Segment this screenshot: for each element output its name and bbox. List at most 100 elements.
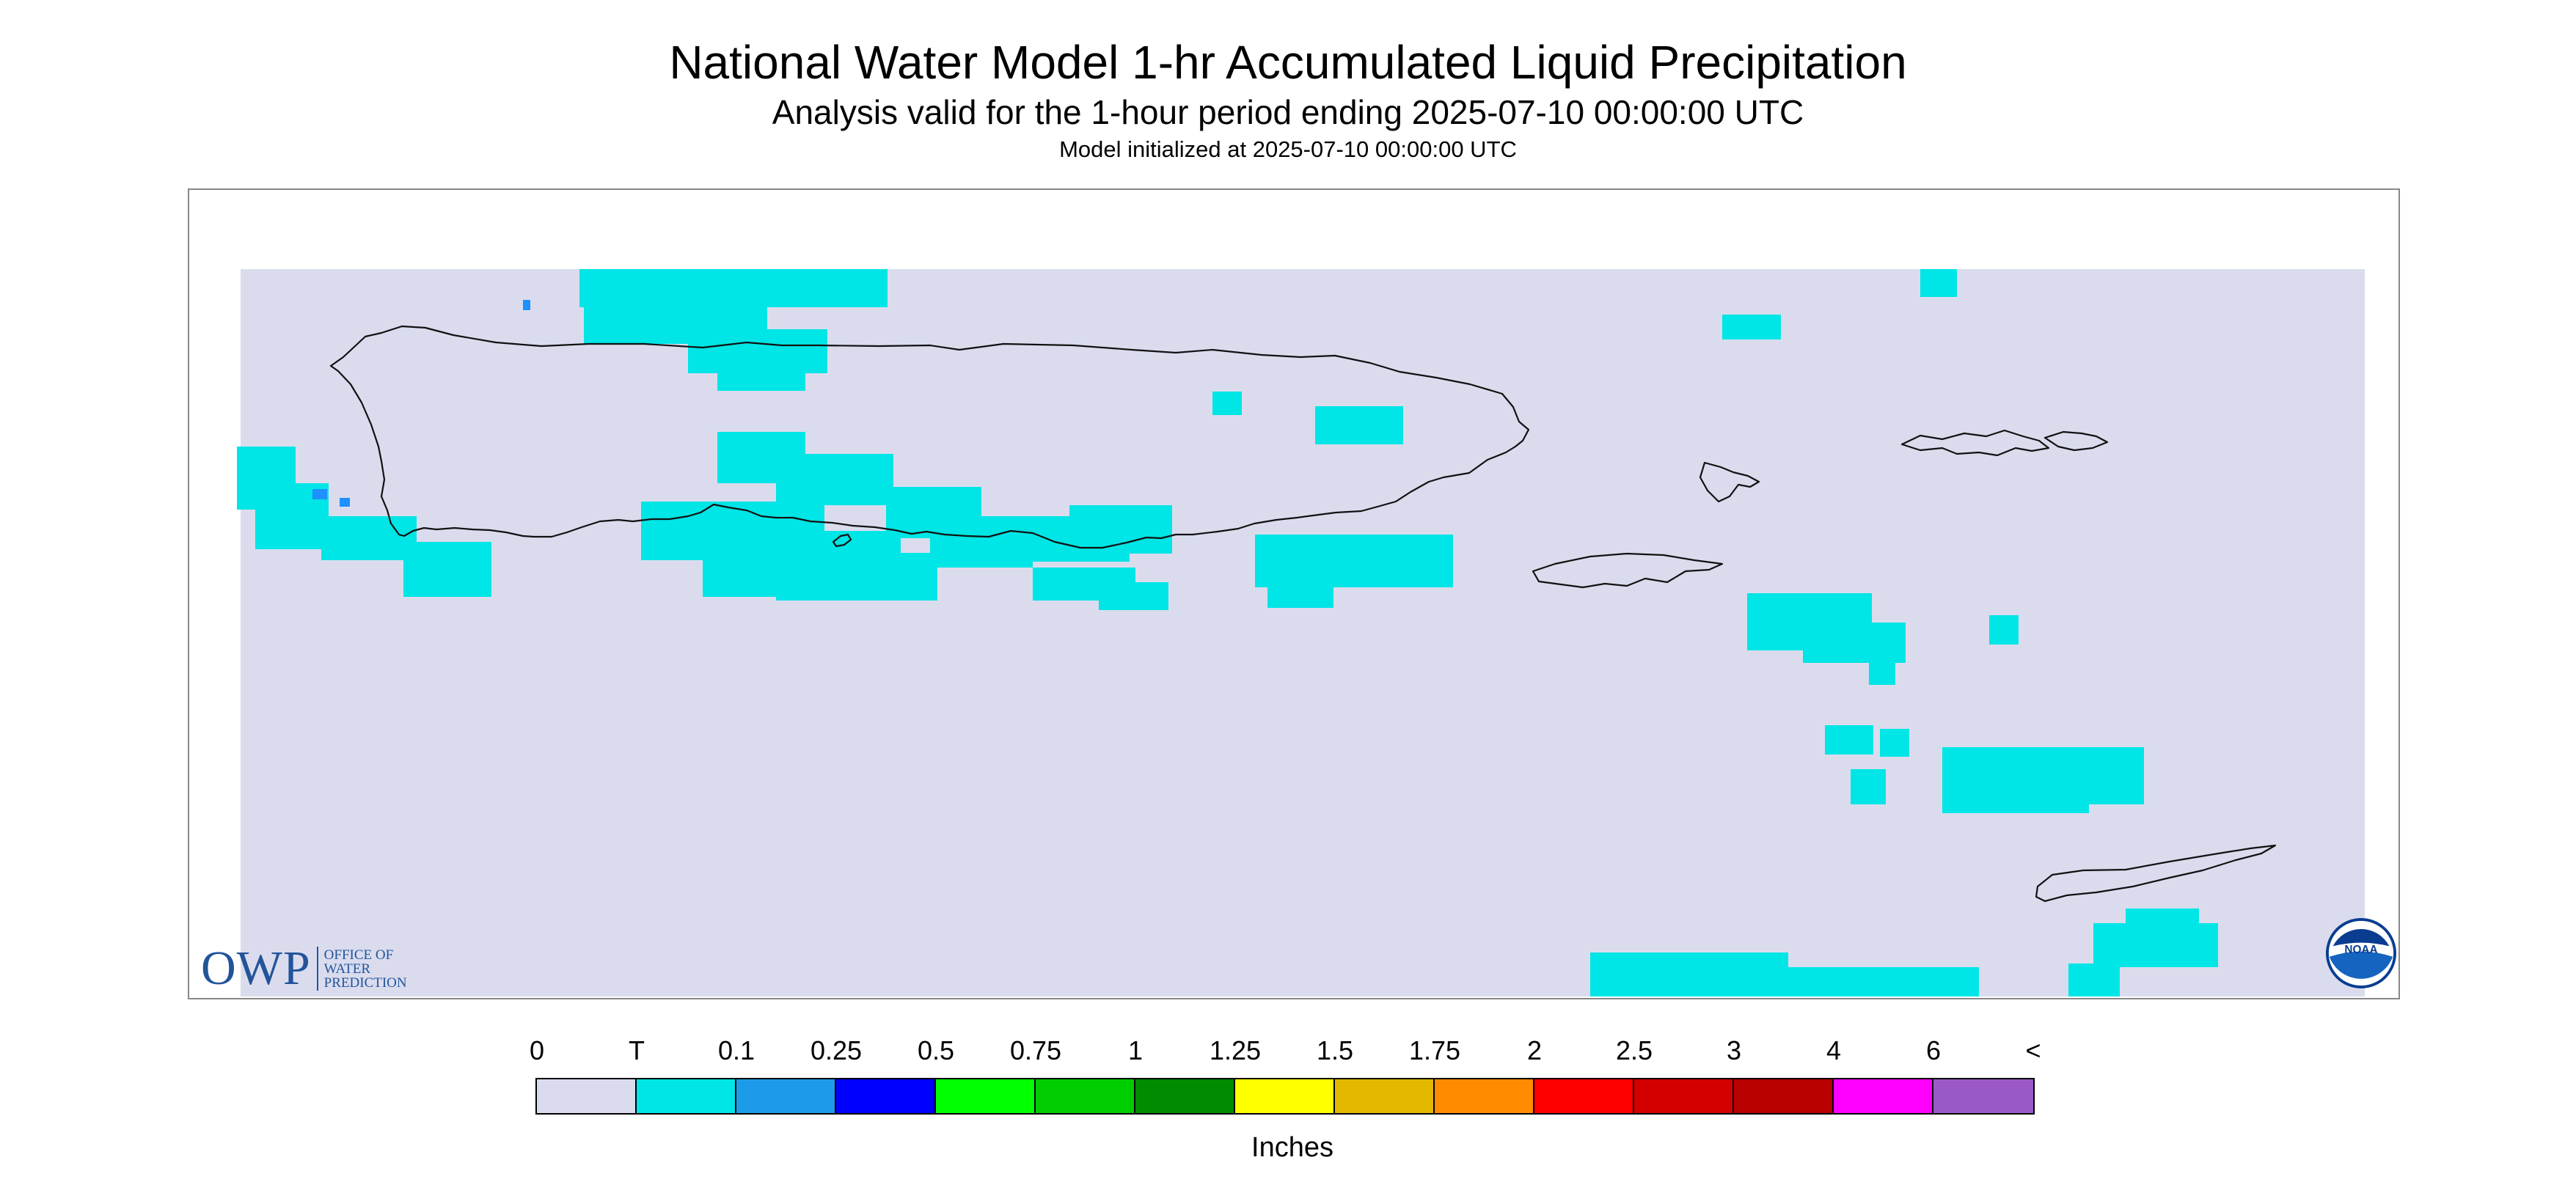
- legend-swatch-14: [1834, 1079, 1933, 1113]
- legend-tick-label: 1.75: [1408, 1035, 1461, 1065]
- colorbar: [535, 1078, 2035, 1115]
- coastline-st-john: [2043, 430, 2109, 452]
- precip-cell: [321, 516, 417, 560]
- legend-swatch-10: [1435, 1079, 1534, 1113]
- legend-swatch-15: [1933, 1079, 2033, 1113]
- precip-cell: [717, 359, 805, 391]
- precip-cell: [1069, 505, 1172, 554]
- legend-swatch-3: [736, 1079, 836, 1113]
- precip-area-15: [1989, 615, 2019, 645]
- precip-area-21: [2093, 908, 2218, 967]
- precip-cell: [312, 489, 327, 499]
- domain-area: [241, 269, 2365, 996]
- coastline-mona-island: [832, 533, 852, 548]
- precip-area-2: [1920, 269, 1957, 297]
- precip-cell: [776, 454, 893, 505]
- precip-cell: [2126, 908, 2199, 945]
- precip-area-9: [641, 502, 937, 601]
- precip-area-8: [321, 516, 491, 597]
- coastline-st-croix: [2035, 844, 2277, 903]
- legend-swatch-12: [1634, 1079, 1734, 1113]
- precip-area-4: [1212, 392, 1242, 415]
- precip-cell: [403, 542, 491, 597]
- legend-swatch-9: [1335, 1079, 1435, 1113]
- coastline-st-thomas: [1900, 429, 2050, 457]
- legend-swatch-6: [1036, 1079, 1135, 1113]
- precipitation-layer: [237, 269, 2218, 996]
- precip-area-1: [579, 269, 888, 391]
- precip-cell: [340, 498, 350, 507]
- legend-tick-label: 2: [1526, 1035, 1543, 1065]
- precip-cell: [1989, 615, 2019, 645]
- precip-cell: [1825, 725, 1873, 755]
- legend-tick-label: 1.5: [1316, 1035, 1354, 1065]
- precip-cell: [1810, 967, 1979, 996]
- legend-swatch-2: [637, 1079, 736, 1113]
- precip-area-18: [1851, 769, 1886, 804]
- legend-swatch-5: [936, 1079, 1036, 1113]
- precip-area-5: [1315, 406, 1403, 444]
- legend-tick-label: 0.5: [917, 1035, 955, 1065]
- coastline-vieques: [1532, 552, 1724, 589]
- legend-tick-label: 3: [1726, 1035, 1742, 1065]
- precip-cell: [1869, 652, 1895, 685]
- owp-logo-mark: OWP: [201, 944, 318, 993]
- legend: 0 T 0.1 0.25 0.5 0.75 1 1.25 1.5 1.75 2 2.5 3 4 6 < Inc…: [530, 1035, 2049, 1163]
- precipitation-map: [237, 269, 2365, 996]
- legend-swatch-7: [1135, 1079, 1235, 1113]
- legend-tick-label: 1.25: [1209, 1035, 1262, 1065]
- legend-swatch-4: [836, 1079, 936, 1113]
- legend-tick-label: 1: [1127, 1035, 1144, 1065]
- precip-cell: [1920, 269, 1957, 297]
- precip-area-14: [1747, 593, 1906, 685]
- legend-tick-label: 2.5: [1615, 1035, 1653, 1065]
- precip-area-6: [717, 432, 893, 505]
- owp-logo: OWP Office of Water Prediction: [201, 944, 434, 993]
- map-subtitle: Analysis valid for the 1-hour period end…: [772, 93, 1804, 131]
- precip-cell: [1212, 392, 1242, 415]
- precip-cell: [1722, 315, 1781, 339]
- precip-cell: [776, 553, 937, 601]
- legend-swatch-13: [1734, 1079, 1834, 1113]
- legend-tick-label: 4: [1826, 1035, 1842, 1065]
- precip-area-13: [1255, 535, 1453, 608]
- map-title: National Water Model 1-hr Accumulated Li…: [669, 36, 1907, 89]
- precip-area-16: [1825, 725, 1909, 757]
- legend-tick-label: 0.1: [717, 1035, 755, 1065]
- precip-area-20: [1810, 967, 1979, 996]
- legend-units: Inches: [1251, 1132, 1333, 1163]
- legend-tick-label: T: [629, 1035, 645, 1065]
- precip-area-3: [1722, 315, 1781, 339]
- coastlines: [329, 325, 2277, 903]
- coastline-puerto-rico: [329, 325, 1530, 549]
- precip-area-23: [312, 300, 530, 507]
- precip-cell: [1851, 769, 1886, 804]
- noaa-logo: NOAA: [2326, 918, 2396, 988]
- legend-swatch-11: [1534, 1079, 1634, 1113]
- legend-swatch-8: [1235, 1079, 1335, 1113]
- legend-tick-label: 6: [1925, 1035, 1942, 1065]
- precip-area-12: [1033, 568, 1168, 610]
- precip-cell: [2068, 963, 2120, 996]
- precip-area-11: [990, 505, 1172, 562]
- precip-area-7: [237, 447, 329, 549]
- precip-cell: [2104, 765, 2133, 797]
- noaa-logo-text: NOAA: [2344, 944, 2377, 956]
- map-panel: OWP Office of Water Prediction NOAA: [188, 188, 2400, 999]
- legend-tick-label: 0.25: [810, 1035, 863, 1065]
- precip-cell: [1267, 571, 1333, 608]
- legend-tick-label: 0: [529, 1035, 545, 1065]
- precip-area-17: [1942, 747, 2144, 813]
- model-init-note: Model initialized at 2025-07-10 00:00:00…: [1059, 136, 1517, 162]
- model-domain: [241, 269, 2365, 996]
- precip-area-22: [2068, 963, 2120, 996]
- owp-logo-text: Office of Water Prediction: [323, 947, 407, 991]
- precip-cell: [1315, 406, 1403, 444]
- legend-swatch-1: [537, 1079, 637, 1113]
- precip-cell: [1099, 582, 1168, 610]
- precip-cell: [1880, 729, 1909, 757]
- legend-tick-label: <: [2025, 1035, 2041, 1065]
- coastline-culebra: [1699, 461, 1760, 503]
- precip-cell: [523, 300, 530, 310]
- legend-tick-label: 0.75: [1009, 1035, 1062, 1065]
